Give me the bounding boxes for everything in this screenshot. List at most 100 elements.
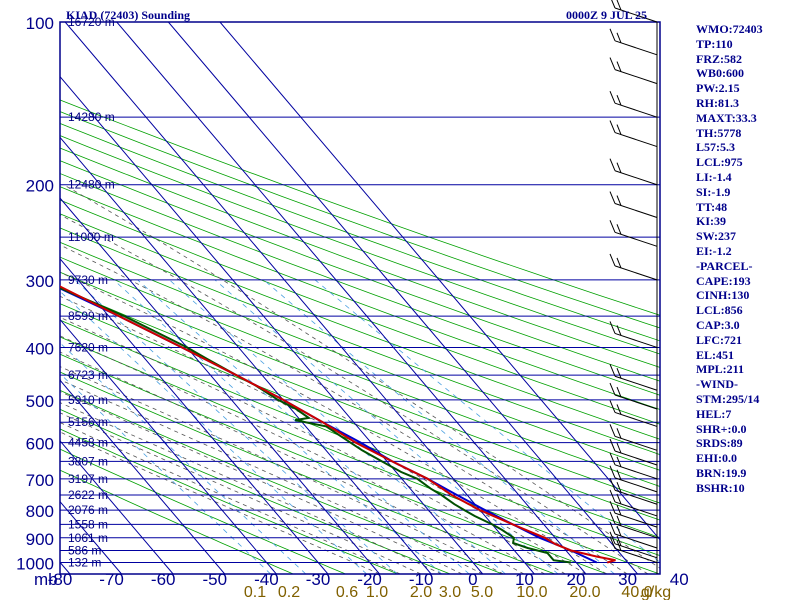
moist-adiabat bbox=[63, 184, 660, 569]
height-label: 7620 m bbox=[68, 340, 108, 354]
wind-barb bbox=[609, 253, 658, 281]
height-label: 1558 m bbox=[68, 517, 108, 531]
isotherm bbox=[116, 22, 587, 574]
mixing-ratio-line bbox=[137, 279, 470, 574]
wind-barb bbox=[609, 90, 658, 118]
wind-barb bbox=[609, 531, 658, 559]
isotherm bbox=[60, 318, 277, 574]
height-label: 14280 m bbox=[68, 110, 115, 124]
isotherm bbox=[60, 197, 380, 574]
pressure-tick-label: 200 bbox=[26, 177, 54, 196]
mixing-ratio-line bbox=[74, 279, 398, 574]
dewpoint-trace bbox=[60, 286, 572, 564]
height-label: 6723 m bbox=[68, 368, 108, 382]
dry-adiabat bbox=[60, 160, 660, 382]
temperature-trace bbox=[60, 285, 616, 564]
index-item: LCL:856 bbox=[696, 303, 743, 318]
mixing-ratio-line bbox=[60, 290, 367, 574]
mixing-ratio-label: g/kg bbox=[641, 584, 671, 600]
grid-lines bbox=[59, 21, 661, 575]
wind-barb bbox=[609, 321, 658, 348]
index-item: HEL:7 bbox=[696, 406, 732, 421]
index-item: LFC:721 bbox=[696, 332, 742, 347]
wind-barb bbox=[609, 400, 658, 427]
isotherm bbox=[60, 258, 329, 574]
dry-adiabat bbox=[60, 135, 660, 355]
wind-barb bbox=[609, 536, 658, 564]
wind-barb bbox=[609, 452, 658, 480]
index-item: FRZ:582 bbox=[696, 51, 742, 66]
pressure-tick-label: 700 bbox=[26, 471, 54, 490]
mixing-ratio-label: 20.0 bbox=[569, 584, 600, 600]
index-item: STM:295/14 bbox=[696, 391, 760, 406]
pressure-tick-label: 1000 bbox=[16, 555, 54, 574]
moist-adiabat bbox=[60, 431, 380, 574]
dry-adiabat bbox=[60, 227, 660, 456]
wind-barb bbox=[609, 438, 658, 466]
isotherm bbox=[219, 22, 660, 541]
mixing-ratio-label: 0.1 bbox=[244, 584, 266, 600]
dry-adiabat bbox=[60, 173, 660, 396]
wind-barb bbox=[609, 57, 658, 85]
dry-adiabat bbox=[60, 147, 660, 368]
index-item: SRDS:89 bbox=[696, 436, 743, 451]
moist-adiabat bbox=[60, 271, 607, 574]
pressure-tick-label: 400 bbox=[26, 339, 54, 358]
dry-adiabat bbox=[60, 408, 451, 574]
dry-adiabat bbox=[60, 469, 294, 574]
mixing-ratio-label: 3.0 bbox=[439, 584, 461, 600]
temperature-tick-label: 20 bbox=[567, 570, 586, 589]
index-item: CAPE:193 bbox=[696, 273, 751, 288]
index-item: MAXT:33.3 bbox=[696, 110, 757, 125]
chart-time: 0000Z 9 JUL 25 bbox=[566, 8, 648, 22]
dry-adiabat bbox=[60, 353, 608, 574]
temperature-tick-label: -60 bbox=[151, 570, 176, 589]
mixing-ratio-label: 40.0 bbox=[621, 584, 652, 600]
height-label: 5910 m bbox=[68, 393, 108, 407]
wind-barbs bbox=[609, 0, 658, 574]
dry-adiabat bbox=[60, 271, 660, 504]
mixing-ratio-label: 0.2 bbox=[278, 584, 300, 600]
height-label: 2076 m bbox=[68, 503, 108, 517]
mixing-ratio-label: 5.0 bbox=[471, 584, 493, 600]
height-label: 16720 m bbox=[68, 15, 115, 29]
wind-barb bbox=[609, 478, 658, 505]
pressure-unit-label: mb bbox=[34, 570, 58, 589]
moist-adiabat bbox=[60, 351, 525, 574]
dry-adiabat bbox=[60, 111, 660, 329]
index-item: TP:110 bbox=[696, 36, 733, 51]
index-item: L57:5.3 bbox=[696, 140, 735, 155]
index-item: -PARCEL- bbox=[696, 258, 753, 273]
mixing-ratio-line bbox=[169, 279, 506, 574]
height-label: 3197 m bbox=[68, 472, 108, 486]
index-item: KI:39 bbox=[696, 214, 726, 229]
index-item: TT:48 bbox=[696, 199, 728, 214]
wind-barb bbox=[609, 500, 658, 528]
height-label: 1061 m bbox=[68, 531, 108, 545]
index-item: MPL:211 bbox=[696, 362, 744, 377]
index-item: SHR+:0.0 bbox=[696, 421, 747, 436]
dry-adiabat bbox=[60, 303, 660, 539]
dry-adiabats bbox=[60, 99, 660, 574]
indices-panel: WMO:72403 TP:110 FRZ:582 WB0:600 PW:2.15 RH:8… bbox=[696, 22, 800, 496]
isotherm bbox=[60, 75, 484, 574]
height-label: 3807 m bbox=[68, 454, 108, 468]
height-label: 12480 m bbox=[68, 178, 115, 192]
dry-adiabat bbox=[60, 336, 660, 574]
dry-adiabat bbox=[60, 213, 660, 440]
isotherm bbox=[60, 379, 226, 574]
wind-barb bbox=[609, 511, 658, 539]
dry-adiabat bbox=[60, 199, 660, 425]
index-item: EHI:0.0 bbox=[696, 451, 738, 466]
temperature-tick-label: -20 bbox=[357, 570, 382, 589]
wind-barb bbox=[609, 158, 658, 186]
mixing-ratio-lines bbox=[60, 279, 660, 574]
dry-adiabat bbox=[60, 241, 660, 471]
temperature-tick-label: -30 bbox=[306, 570, 331, 589]
dry-adiabat bbox=[60, 123, 660, 342]
pressure-tick-label: 300 bbox=[26, 272, 54, 291]
isotherms bbox=[60, 22, 660, 574]
wind-barb bbox=[609, 382, 658, 410]
